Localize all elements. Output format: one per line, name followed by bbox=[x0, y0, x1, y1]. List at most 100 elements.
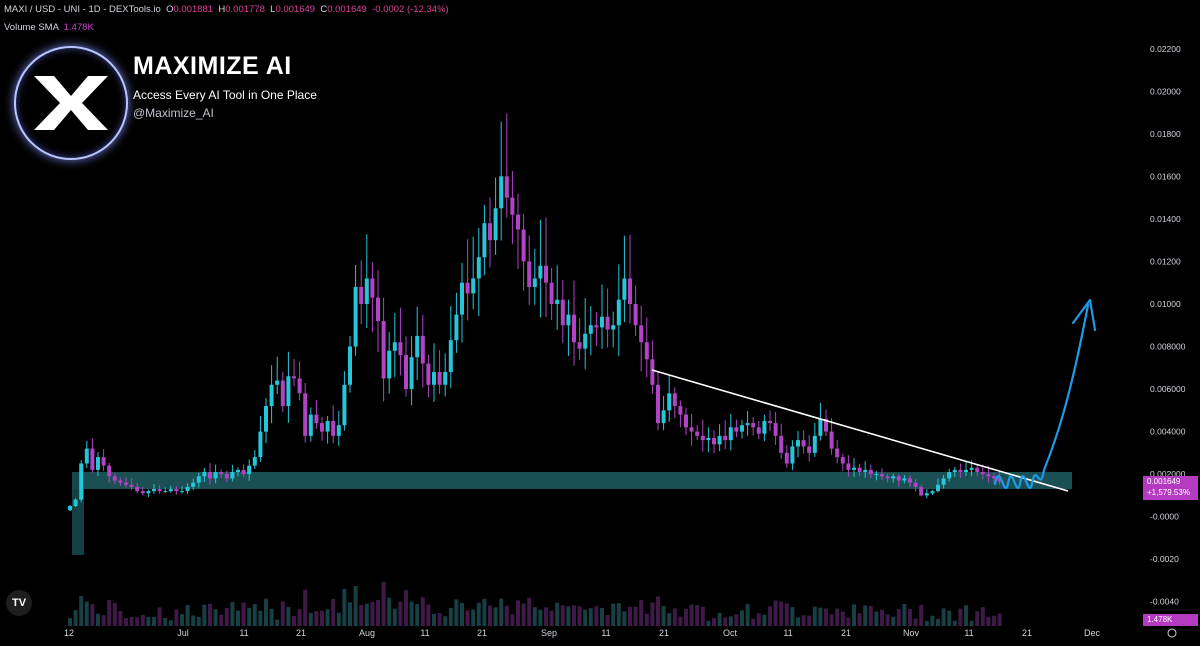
volume-bar bbox=[835, 608, 840, 626]
candle-body bbox=[975, 467, 980, 473]
volume-bar bbox=[213, 609, 218, 626]
volume-sma-label: Volume SMA bbox=[4, 22, 59, 33]
volume-bar bbox=[857, 613, 862, 626]
current-price-tag: 0.001649 +1,579.53% bbox=[1143, 476, 1198, 500]
volume-bar bbox=[896, 608, 901, 626]
volume-bar bbox=[112, 602, 117, 626]
volume-bar bbox=[68, 618, 72, 626]
candle-body bbox=[353, 286, 358, 347]
volume-bar bbox=[488, 605, 492, 626]
candle-body bbox=[728, 427, 733, 441]
volume-bar bbox=[129, 616, 134, 626]
volume-bar bbox=[992, 615, 996, 626]
candle-body bbox=[700, 435, 705, 441]
volume-bar bbox=[174, 609, 179, 626]
candle-body bbox=[661, 410, 666, 424]
y-tick-label: 0.01800 bbox=[1150, 129, 1181, 139]
candle-body bbox=[348, 346, 352, 385]
volume-bar bbox=[751, 618, 756, 626]
volume-bar bbox=[286, 606, 291, 626]
open-label: O bbox=[166, 4, 174, 15]
candle-body bbox=[208, 472, 212, 479]
x-tick-label: 11 bbox=[601, 628, 610, 638]
candle-body bbox=[79, 463, 84, 500]
candle-body bbox=[840, 457, 845, 464]
candle-body bbox=[202, 472, 207, 477]
candle-body bbox=[488, 223, 492, 241]
candle-body bbox=[600, 316, 604, 328]
candle-body bbox=[913, 482, 918, 487]
volume-bars bbox=[68, 581, 1002, 626]
volume-bar bbox=[997, 613, 1002, 626]
candle-body bbox=[124, 482, 128, 485]
y-tick-label: -0.0020 bbox=[1150, 554, 1179, 564]
candle-body bbox=[712, 437, 716, 445]
high-label: H bbox=[218, 4, 226, 15]
volume-bar bbox=[880, 609, 884, 626]
candle-body bbox=[247, 465, 252, 475]
volume-bar bbox=[420, 597, 425, 626]
y-tick-label: 0.02000 bbox=[1150, 86, 1181, 96]
symbol-label[interactable]: MAXI / USD - UNI - 1D - DEXTools.io bbox=[4, 4, 161, 15]
volume-bar bbox=[264, 598, 268, 626]
high-value: 0.001778 bbox=[225, 4, 265, 15]
candle-body bbox=[829, 431, 834, 449]
volume-bar bbox=[90, 604, 95, 626]
candle-body bbox=[135, 486, 140, 492]
volume-bar bbox=[387, 597, 392, 626]
volume-bar bbox=[269, 608, 274, 626]
projection-path bbox=[993, 303, 1090, 489]
volume-bar bbox=[807, 615, 812, 626]
volume-bar bbox=[471, 609, 476, 626]
candle-body bbox=[846, 463, 851, 470]
volume-bar bbox=[454, 599, 459, 626]
candle-body bbox=[762, 420, 767, 434]
brand-handle: @Maximize_AI bbox=[133, 106, 214, 120]
settings-gear-icon[interactable] bbox=[1167, 628, 1177, 638]
volume-bar bbox=[499, 598, 504, 626]
candle-body bbox=[252, 457, 257, 466]
candle-body bbox=[616, 299, 621, 326]
candle-body bbox=[835, 448, 840, 458]
candle-body bbox=[880, 474, 884, 477]
candle-body bbox=[807, 446, 812, 453]
volume-bar bbox=[219, 614, 224, 626]
x-tick-label: Aug bbox=[359, 628, 375, 638]
volume-sma-legend[interactable]: Volume SMA 1.478K bbox=[4, 22, 94, 33]
candle-body bbox=[689, 427, 694, 432]
candle-body bbox=[779, 435, 784, 453]
volume-bar bbox=[695, 605, 700, 626]
candle-body bbox=[101, 457, 106, 466]
volume-bar bbox=[740, 610, 744, 626]
candle-body bbox=[734, 427, 739, 432]
volume-bar bbox=[230, 602, 235, 626]
volume-bar bbox=[493, 607, 498, 626]
candle-body bbox=[958, 469, 963, 473]
tradingview-logo-icon[interactable]: TV bbox=[6, 590, 32, 616]
current-price-change: +1,579.53% bbox=[1147, 488, 1190, 497]
volume-bar bbox=[510, 614, 515, 626]
volume-bar bbox=[661, 606, 666, 626]
candle-body bbox=[471, 278, 476, 294]
volume-bar bbox=[258, 610, 263, 626]
candle-body bbox=[420, 335, 425, 364]
volume-bar bbox=[980, 607, 985, 626]
candle-body bbox=[303, 393, 308, 436]
volume-bar bbox=[930, 615, 935, 626]
drawings bbox=[651, 298, 1097, 492]
candle-body bbox=[275, 380, 280, 385]
volume-bar bbox=[314, 611, 319, 626]
current-price-value: 0.001649 bbox=[1147, 477, 1181, 486]
candles bbox=[68, 113, 1002, 512]
volume-bar bbox=[650, 602, 655, 626]
volume-bar bbox=[348, 602, 352, 626]
volume-bar bbox=[611, 603, 616, 626]
candle-body bbox=[297, 378, 302, 394]
volume-bar bbox=[672, 608, 677, 626]
candle-body bbox=[717, 435, 722, 445]
y-tick-label: 0.01000 bbox=[1150, 299, 1181, 309]
volume-bar bbox=[437, 612, 442, 626]
candle-body bbox=[460, 282, 464, 315]
